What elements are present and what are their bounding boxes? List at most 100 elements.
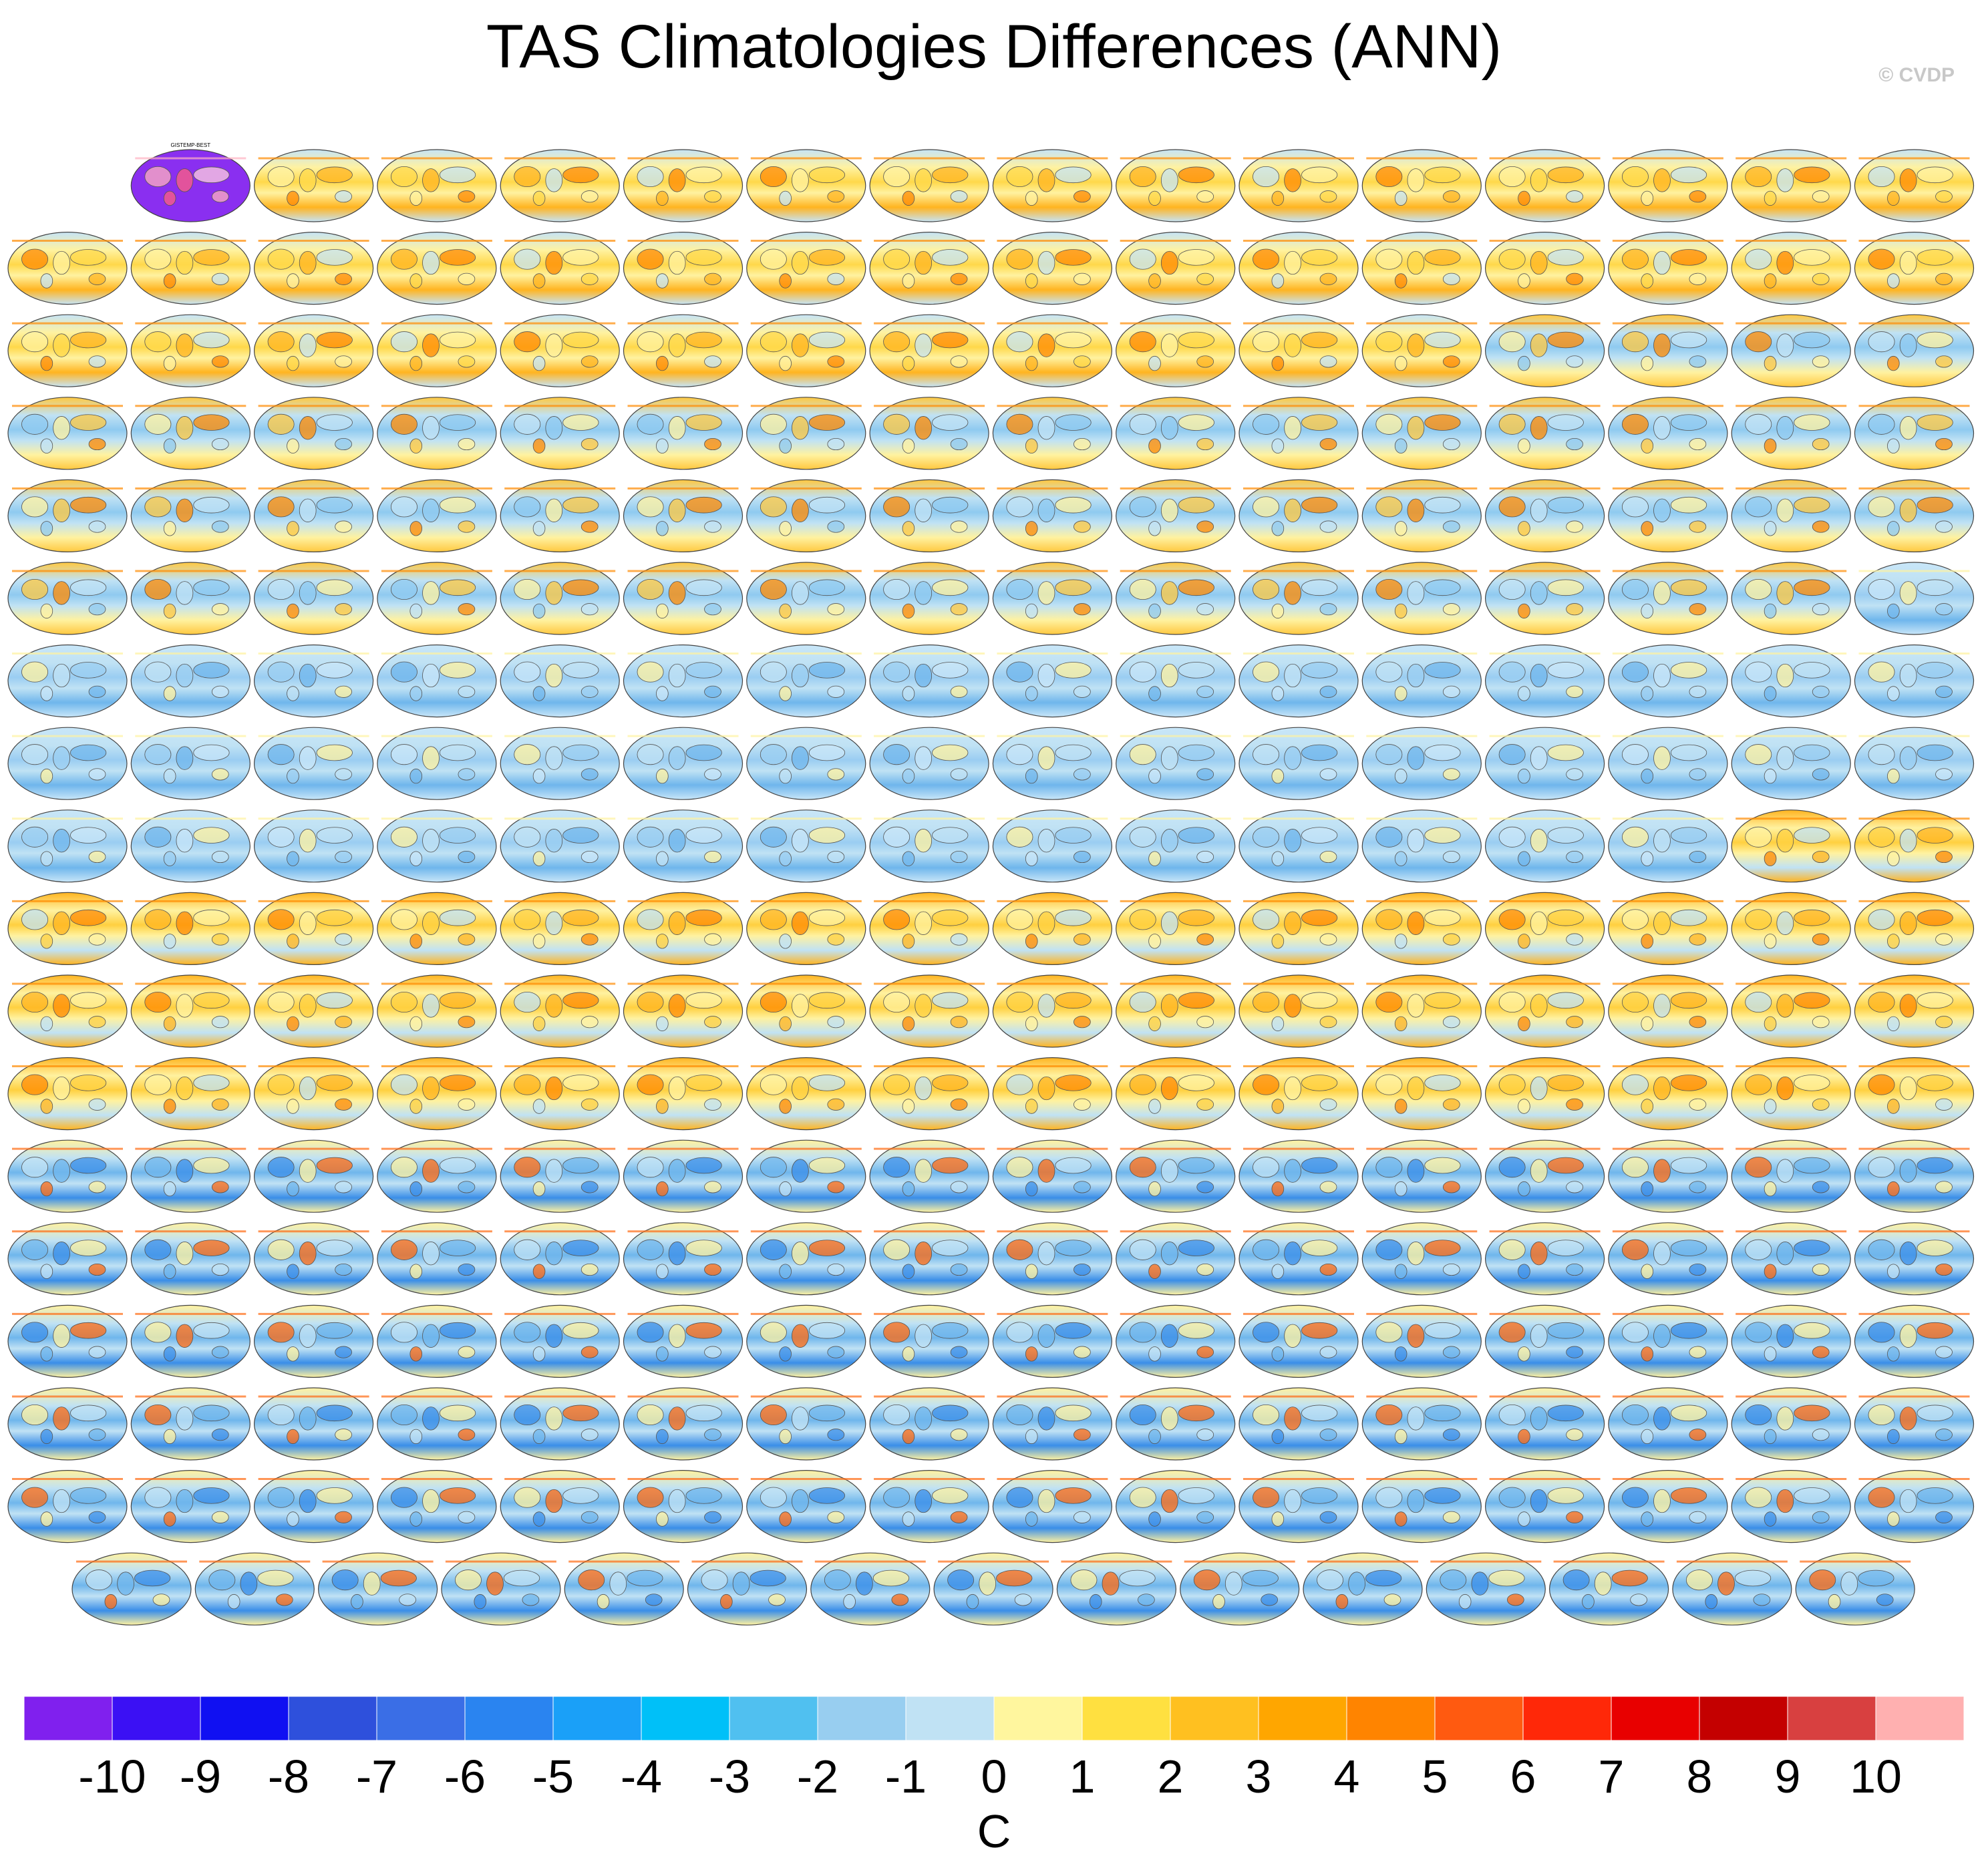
continent-shape: [1794, 1322, 1830, 1339]
map-panel: [1116, 809, 1236, 883]
continent-shape: [1689, 355, 1707, 368]
continent-shape: [704, 437, 721, 451]
continent-shape: [1301, 496, 1338, 514]
continent-shape: [932, 249, 969, 266]
continent-shape: [1899, 746, 1917, 770]
continent-shape: [637, 1487, 664, 1508]
continent-shape: [1689, 1098, 1707, 1111]
map-panel: [992, 1304, 1113, 1378]
continent-shape: [1196, 850, 1214, 864]
continent-shape: [152, 1594, 170, 1606]
continent-shape: [581, 1346, 599, 1358]
continent-shape: [514, 1322, 541, 1343]
continent-shape: [1764, 521, 1777, 536]
continent-shape: [1407, 1076, 1425, 1101]
continent-shape: [1284, 1407, 1301, 1431]
continent-shape: [299, 911, 317, 935]
map-panel: [130, 1057, 251, 1131]
continent-shape: [1394, 438, 1407, 453]
continent-shape: [390, 413, 418, 435]
continent-shape: [1148, 521, 1161, 536]
continent-shape: [1812, 437, 1830, 451]
continent-shape: [1301, 662, 1338, 679]
continent-shape: [70, 414, 107, 431]
continent-shape: [1935, 768, 1953, 781]
continent-shape: [458, 933, 476, 946]
continent-shape: [704, 1098, 721, 1111]
map-panel: [1361, 1304, 1482, 1378]
map-panel: [500, 1387, 620, 1461]
continent-shape: [1375, 1404, 1403, 1426]
map-panel: [254, 479, 374, 553]
continent-shape: [668, 994, 686, 1018]
continent-shape: [1566, 850, 1583, 864]
continent-shape: [287, 1099, 299, 1114]
continent-shape: [704, 1511, 721, 1523]
map-panel: [1608, 644, 1728, 718]
map-panel: [1238, 1387, 1359, 1461]
continent-shape: [902, 190, 915, 206]
continent-shape: [1160, 994, 1178, 1018]
map-panel: [1361, 314, 1482, 387]
map-panel: [130, 1304, 251, 1378]
continent-shape: [562, 1240, 599, 1256]
map-panel: [1731, 562, 1851, 635]
continent-shape: [792, 911, 809, 935]
continent-shape: [1394, 1429, 1407, 1445]
continent-shape: [656, 273, 669, 289]
map-panel: [1116, 1470, 1236, 1543]
continent-shape: [211, 768, 229, 781]
continent-shape: [144, 826, 172, 848]
continent-shape: [1424, 1322, 1461, 1339]
continent-shape: [1809, 1569, 1836, 1591]
continent-shape: [1776, 1076, 1794, 1101]
continent-shape: [390, 578, 418, 600]
map-panel: [130, 397, 251, 470]
continent-shape: [1745, 1404, 1772, 1426]
continent-shape: [704, 355, 721, 368]
continent-shape: [637, 1239, 664, 1260]
continent-shape: [88, 272, 106, 285]
map-panel: [377, 1304, 497, 1378]
map-panel: [1731, 1470, 1851, 1543]
map-panel: [1485, 232, 1605, 305]
continent-shape: [1887, 1264, 1900, 1279]
continent-shape: [1055, 1322, 1092, 1339]
continent-shape: [1375, 248, 1403, 270]
continent-shape: [1006, 826, 1033, 848]
continent-shape: [779, 521, 792, 536]
continent-shape: [1319, 1346, 1337, 1358]
continent-shape: [760, 413, 787, 435]
continent-shape: [1621, 1487, 1649, 1508]
continent-shape: [1160, 1489, 1178, 1513]
continent-shape: [1868, 578, 1895, 600]
continent-shape: [316, 496, 353, 514]
continent-shape: [21, 826, 49, 848]
continent-shape: [1407, 1407, 1425, 1431]
map-panel: [1238, 314, 1359, 387]
continent-shape: [1547, 331, 1584, 349]
continent-shape: [637, 826, 664, 848]
continent-shape: [287, 768, 299, 784]
continent-shape: [1284, 581, 1301, 605]
continent-shape: [1641, 686, 1654, 701]
continent-shape: [409, 768, 423, 784]
continent-shape: [1498, 991, 1526, 1013]
map-panel: [1361, 479, 1482, 553]
continent-shape: [656, 1511, 669, 1527]
continent-shape: [950, 1098, 968, 1111]
map-panel: [1116, 232, 1236, 305]
colorbar-swatch: [464, 1696, 554, 1741]
continent-shape: [1899, 1159, 1917, 1183]
continent-shape: [827, 1263, 845, 1276]
continent-shape: [1319, 1016, 1337, 1029]
continent-shape: [1025, 1429, 1038, 1445]
continent-shape: [1301, 1487, 1338, 1504]
continent-shape: [267, 496, 295, 518]
continent-shape: [299, 1076, 317, 1101]
continent-shape: [1498, 1404, 1526, 1426]
map-panel: [623, 149, 743, 222]
map-panel: [1731, 809, 1851, 883]
continent-shape: [1178, 166, 1214, 184]
continent-shape: [1037, 416, 1055, 440]
